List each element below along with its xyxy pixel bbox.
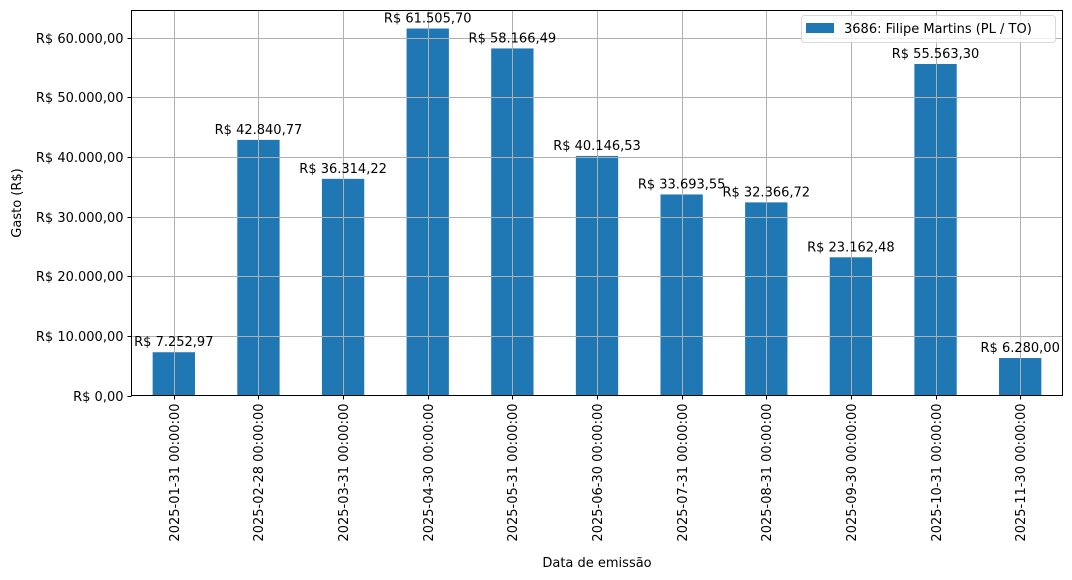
bar-value-label: R$ 23.162,48 (807, 240, 895, 255)
x-tick-label: 2025-07-31 00:00:00 (676, 404, 691, 542)
bar-value-labels: R$ 7.252,97 R$ 42.840,77 R$ 36.314,22 R$ 61… (134, 12, 1060, 357)
x-tick-label: 2025-10-31 00:00:00 (930, 404, 945, 542)
y-tick-label: R$ 50.000,00 (36, 91, 124, 106)
x-gridlines (174, 10, 1021, 396)
y-tick-label: R$ 10.000,00 (36, 330, 124, 345)
bar (660, 194, 703, 396)
x-tick-label: 2025-03-31 00:00:00 (337, 404, 352, 542)
bar-value-label: R$ 6.280,00 (981, 341, 1060, 356)
bar-value-label: R$ 32.366,72 (722, 185, 810, 200)
bar (406, 28, 449, 396)
x-tick-label: 2025-01-31 00:00:00 (168, 404, 183, 542)
y-tick-label: R$ 60.000,00 (36, 32, 124, 47)
x-tick-label: 2025-05-31 00:00:00 (506, 404, 521, 542)
x-axis-title: Data de emissão (542, 556, 651, 571)
y-tick-label: R$ 0,00 (73, 390, 123, 405)
bar-value-label: R$ 40.146,53 (553, 139, 641, 154)
y-tick-label: R$ 30.000,00 (36, 211, 124, 226)
x-tick-label: 2025-11-30 00:00:00 (1014, 404, 1029, 542)
bar (829, 257, 873, 396)
legend: 3686: Filipe Martins (PL / TO) (801, 15, 1056, 43)
legend-swatch (806, 23, 834, 33)
y-tick-label: R$ 40.000,00 (36, 151, 124, 166)
bar (152, 352, 195, 396)
y-tick-label: R$ 20.000,00 (36, 270, 124, 285)
bar-value-label: R$ 36.314,22 (299, 162, 387, 177)
bar-value-label: R$ 7.252,97 (134, 335, 213, 350)
y-axis-title: Gasto (R$) (10, 168, 25, 237)
x-tick-label: 2025-04-30 00:00:00 (422, 404, 437, 542)
x-tick-label: 2025-09-30 00:00:00 (845, 404, 860, 542)
x-tick-label: 2025-06-30 00:00:00 (591, 404, 606, 542)
bar-value-label: R$ 42.840,77 (215, 123, 303, 138)
bar-value-label: R$ 33.693,55 (638, 177, 726, 192)
y-axis-ticks: R$ 0,00 R$ 10.000,00 R$ 20.000,00 R$ 30.000… (36, 32, 132, 405)
legend-box (801, 15, 1056, 43)
x-tick-label: 2025-02-28 00:00:00 (252, 404, 267, 542)
legend-label: 3686: Filipe Martins (PL / TO) (844, 22, 1032, 37)
bar-value-label: R$ 58.166,49 (469, 31, 557, 46)
x-axis-ticks: 2025-01-31 00:00:00 2025-02-28 00:00:00 20… (168, 395, 1029, 542)
x-tick-label: 2025-08-31 00:00:00 (760, 404, 775, 542)
bar-value-label: R$ 55.563,30 (892, 47, 980, 62)
bar-value-label: R$ 61.505,70 (384, 12, 472, 27)
bar (914, 63, 957, 396)
